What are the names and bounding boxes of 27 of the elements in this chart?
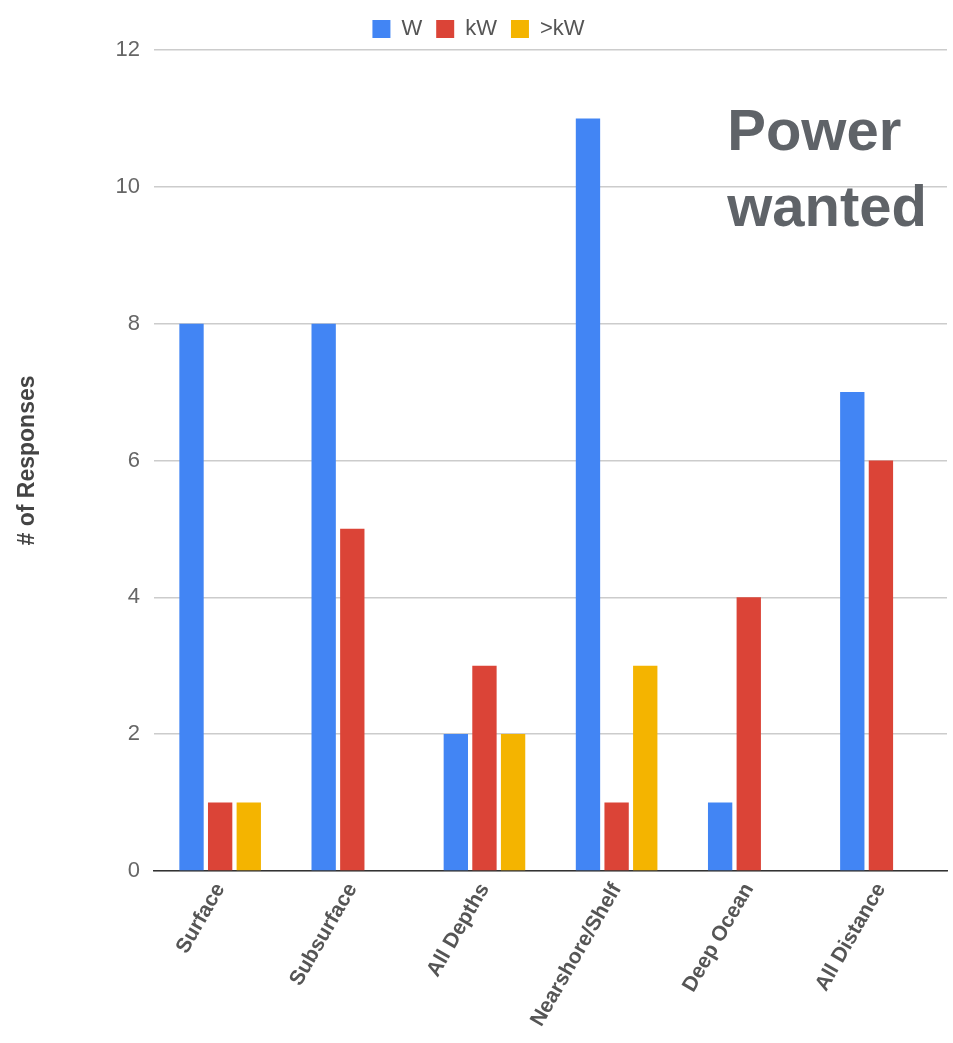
bar: [207, 802, 233, 871]
y-tick-label: 2: [127, 720, 141, 746]
bar: [633, 665, 658, 871]
text: Power wanted: [726, 97, 928, 238]
bar: [472, 665, 497, 871]
y-tick-label: 8: [127, 309, 141, 335]
bar: [236, 802, 261, 871]
y-tick-label: 6: [127, 446, 141, 472]
bar: [868, 460, 894, 871]
bar: [340, 528, 365, 871]
bar: [604, 802, 629, 871]
bar: [311, 323, 336, 871]
bar: [179, 323, 204, 871]
bar: [575, 118, 601, 871]
bar: [500, 734, 526, 871]
legend-label: W: [401, 15, 423, 41]
y-axis-title: # of Responses: [13, 375, 40, 546]
bar: [840, 392, 865, 871]
y-tick-label: 0: [127, 856, 141, 882]
y-tick-label: 12: [115, 36, 141, 62]
bar: [443, 734, 468, 871]
bar: [736, 597, 761, 871]
bar: [707, 802, 733, 871]
y-tick-label: 4: [127, 583, 141, 609]
legend-label: >kW: [539, 15, 585, 41]
legend-label: kW: [465, 15, 498, 41]
y-tick-label: 10: [115, 172, 141, 198]
